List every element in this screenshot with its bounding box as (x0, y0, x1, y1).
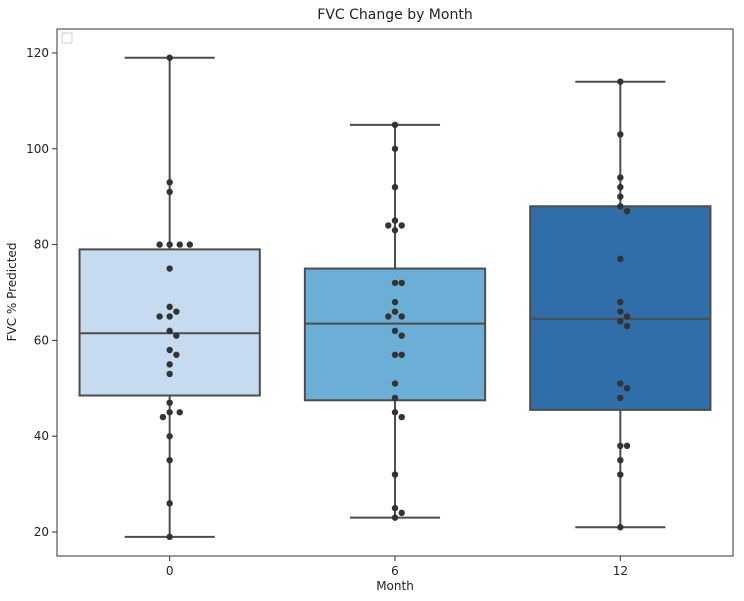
data-point (391, 145, 399, 152)
data-point (623, 207, 631, 215)
x-tick-label: 12 (613, 564, 628, 578)
x-tick-label: 0 (166, 564, 174, 578)
plot-area: 20 40 60 80 100 120 0 6 12 (26, 28, 734, 578)
y-tick-label: 80 (34, 238, 49, 252)
data-point (391, 279, 399, 287)
data-point (176, 241, 183, 248)
points-0 (156, 54, 194, 541)
y-tick-label: 100 (26, 142, 49, 156)
data-point (166, 346, 173, 354)
data-point (156, 241, 163, 248)
data-point (166, 327, 173, 335)
data-point (391, 308, 399, 315)
data-point (166, 500, 173, 507)
data-point (617, 524, 624, 531)
data-point (398, 332, 405, 339)
data-point (391, 298, 399, 306)
data-point (391, 121, 399, 129)
data-point (156, 313, 163, 320)
data-point (173, 308, 180, 315)
data-point (398, 351, 405, 358)
data-point (623, 313, 631, 320)
data-point (391, 183, 399, 191)
data-point (176, 409, 183, 416)
x-axis: 0 6 12 (166, 556, 628, 578)
chart-title: FVC Change by Month (317, 7, 472, 23)
data-point (391, 409, 399, 416)
data-point (617, 255, 624, 263)
data-point (391, 504, 399, 512)
data-point (166, 433, 173, 440)
data-point (166, 399, 173, 406)
data-point (391, 514, 399, 521)
data-point (398, 509, 405, 517)
data-point (617, 78, 624, 85)
data-point (391, 394, 399, 402)
data-point (391, 351, 399, 358)
data-point (617, 471, 624, 478)
data-point (166, 456, 173, 464)
data-point (166, 241, 173, 248)
data-point (166, 265, 173, 272)
y-axis-label: FVC % Predicted (5, 243, 19, 342)
data-point (617, 442, 624, 450)
data-point (186, 241, 194, 248)
data-point (391, 471, 399, 478)
data-point (623, 385, 631, 392)
data-point (398, 313, 405, 320)
data-point (617, 308, 624, 315)
data-point (623, 442, 631, 450)
swarm-points-group (156, 54, 631, 541)
data-point (617, 380, 624, 387)
data-point (159, 413, 167, 421)
data-point (173, 332, 180, 339)
data-point (166, 54, 173, 61)
data-point (391, 327, 399, 335)
data-point (173, 351, 180, 358)
data-point (166, 188, 173, 196)
x-tick-label: 6 (391, 564, 399, 578)
data-point (398, 222, 405, 229)
y-tick-label: 40 (34, 429, 49, 443)
data-point (617, 193, 624, 200)
data-point (166, 303, 173, 311)
points-6 (385, 121, 405, 521)
data-point (617, 318, 624, 325)
box-12 (529, 80, 712, 529)
empty-legend-box (61, 32, 73, 44)
y-tick-label: 120 (26, 46, 49, 60)
data-point (617, 298, 624, 306)
data-point (391, 227, 399, 234)
x-axis-label: Month (376, 579, 414, 593)
y-tick-label: 20 (34, 525, 49, 539)
data-point (166, 533, 173, 541)
data-point (166, 179, 173, 186)
data-point (398, 413, 405, 421)
data-point (385, 313, 392, 320)
data-point (617, 456, 624, 464)
y-tick-label: 60 (34, 333, 49, 347)
data-point (166, 361, 173, 368)
data-point (617, 174, 624, 181)
data-point (617, 394, 624, 402)
y-axis: 20 40 60 80 100 120 (26, 46, 57, 539)
data-point (166, 370, 173, 378)
iqr-box (303, 267, 487, 402)
data-point (617, 131, 624, 138)
data-point (391, 217, 399, 224)
data-point (617, 183, 624, 191)
points-12 (617, 78, 631, 531)
data-point (617, 203, 624, 210)
data-point (166, 409, 173, 416)
data-point (623, 322, 631, 330)
data-point (166, 313, 173, 320)
data-point (385, 222, 392, 229)
data-point (398, 279, 405, 287)
data-point (391, 380, 399, 387)
iqr-box (529, 205, 712, 411)
